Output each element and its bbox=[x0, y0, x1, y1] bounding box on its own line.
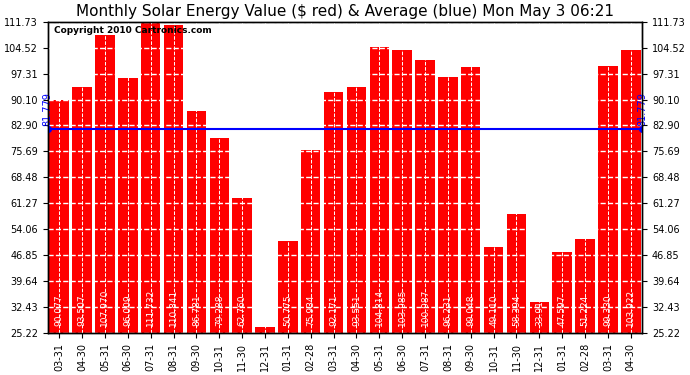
Bar bbox=[575, 239, 595, 333]
Text: 107.970: 107.970 bbox=[101, 288, 110, 326]
Text: 96.231: 96.231 bbox=[444, 294, 453, 326]
Bar bbox=[278, 241, 297, 333]
Bar bbox=[141, 22, 160, 333]
Text: 103.922: 103.922 bbox=[627, 288, 635, 326]
Bar bbox=[95, 35, 115, 333]
Text: 92.171: 92.171 bbox=[329, 294, 338, 326]
Text: 62.760: 62.760 bbox=[237, 294, 246, 326]
Bar bbox=[553, 252, 572, 333]
Bar bbox=[530, 302, 549, 333]
Bar bbox=[461, 68, 480, 333]
Text: 47.597: 47.597 bbox=[558, 294, 566, 326]
Text: 99.330: 99.330 bbox=[604, 294, 613, 326]
Text: 79.288: 79.288 bbox=[215, 294, 224, 326]
Text: 100.987: 100.987 bbox=[420, 288, 430, 326]
Text: 110.841: 110.841 bbox=[169, 288, 178, 326]
Text: 81.779: 81.779 bbox=[638, 92, 647, 126]
Bar bbox=[301, 150, 320, 333]
Text: 104.814: 104.814 bbox=[375, 288, 384, 326]
Bar bbox=[255, 327, 275, 333]
Text: 58.394: 58.394 bbox=[512, 294, 521, 326]
Text: 26.918: 26.918 bbox=[260, 294, 270, 326]
Text: 75.934: 75.934 bbox=[306, 294, 315, 326]
Text: 33.910: 33.910 bbox=[535, 294, 544, 326]
Text: 90.077: 90.077 bbox=[55, 294, 63, 326]
Text: 50.775: 50.775 bbox=[284, 294, 293, 326]
Bar bbox=[72, 87, 92, 333]
Text: 93.551: 93.551 bbox=[352, 294, 361, 326]
Text: 99.048: 99.048 bbox=[466, 294, 475, 326]
Bar bbox=[118, 78, 137, 333]
Bar bbox=[484, 247, 503, 333]
Text: 49.110: 49.110 bbox=[489, 294, 498, 326]
Bar bbox=[393, 50, 412, 333]
Bar bbox=[187, 111, 206, 333]
Bar bbox=[415, 60, 435, 333]
Bar bbox=[438, 78, 457, 333]
Text: 81.779: 81.779 bbox=[43, 92, 52, 126]
Text: 93.507: 93.507 bbox=[77, 294, 86, 326]
Bar bbox=[346, 87, 366, 333]
Bar bbox=[370, 46, 389, 333]
Text: 111.732: 111.732 bbox=[146, 288, 155, 326]
Bar bbox=[50, 100, 69, 333]
Bar bbox=[598, 66, 618, 333]
Bar bbox=[506, 213, 526, 333]
Text: 96.009: 96.009 bbox=[124, 294, 132, 326]
Title: Monthly Solar Energy Value ($ red) & Average (blue) Mon May 3 06:21: Monthly Solar Energy Value ($ red) & Ave… bbox=[76, 4, 614, 19]
Bar bbox=[324, 92, 344, 333]
Bar bbox=[164, 25, 184, 333]
Text: 103.985: 103.985 bbox=[397, 288, 406, 326]
Bar bbox=[621, 50, 640, 333]
Text: 86.781: 86.781 bbox=[192, 294, 201, 326]
Text: 51.224: 51.224 bbox=[580, 294, 589, 326]
Bar bbox=[233, 198, 252, 333]
Bar bbox=[210, 138, 229, 333]
Text: Copyright 2010 Cartronics.com: Copyright 2010 Cartronics.com bbox=[54, 26, 211, 35]
